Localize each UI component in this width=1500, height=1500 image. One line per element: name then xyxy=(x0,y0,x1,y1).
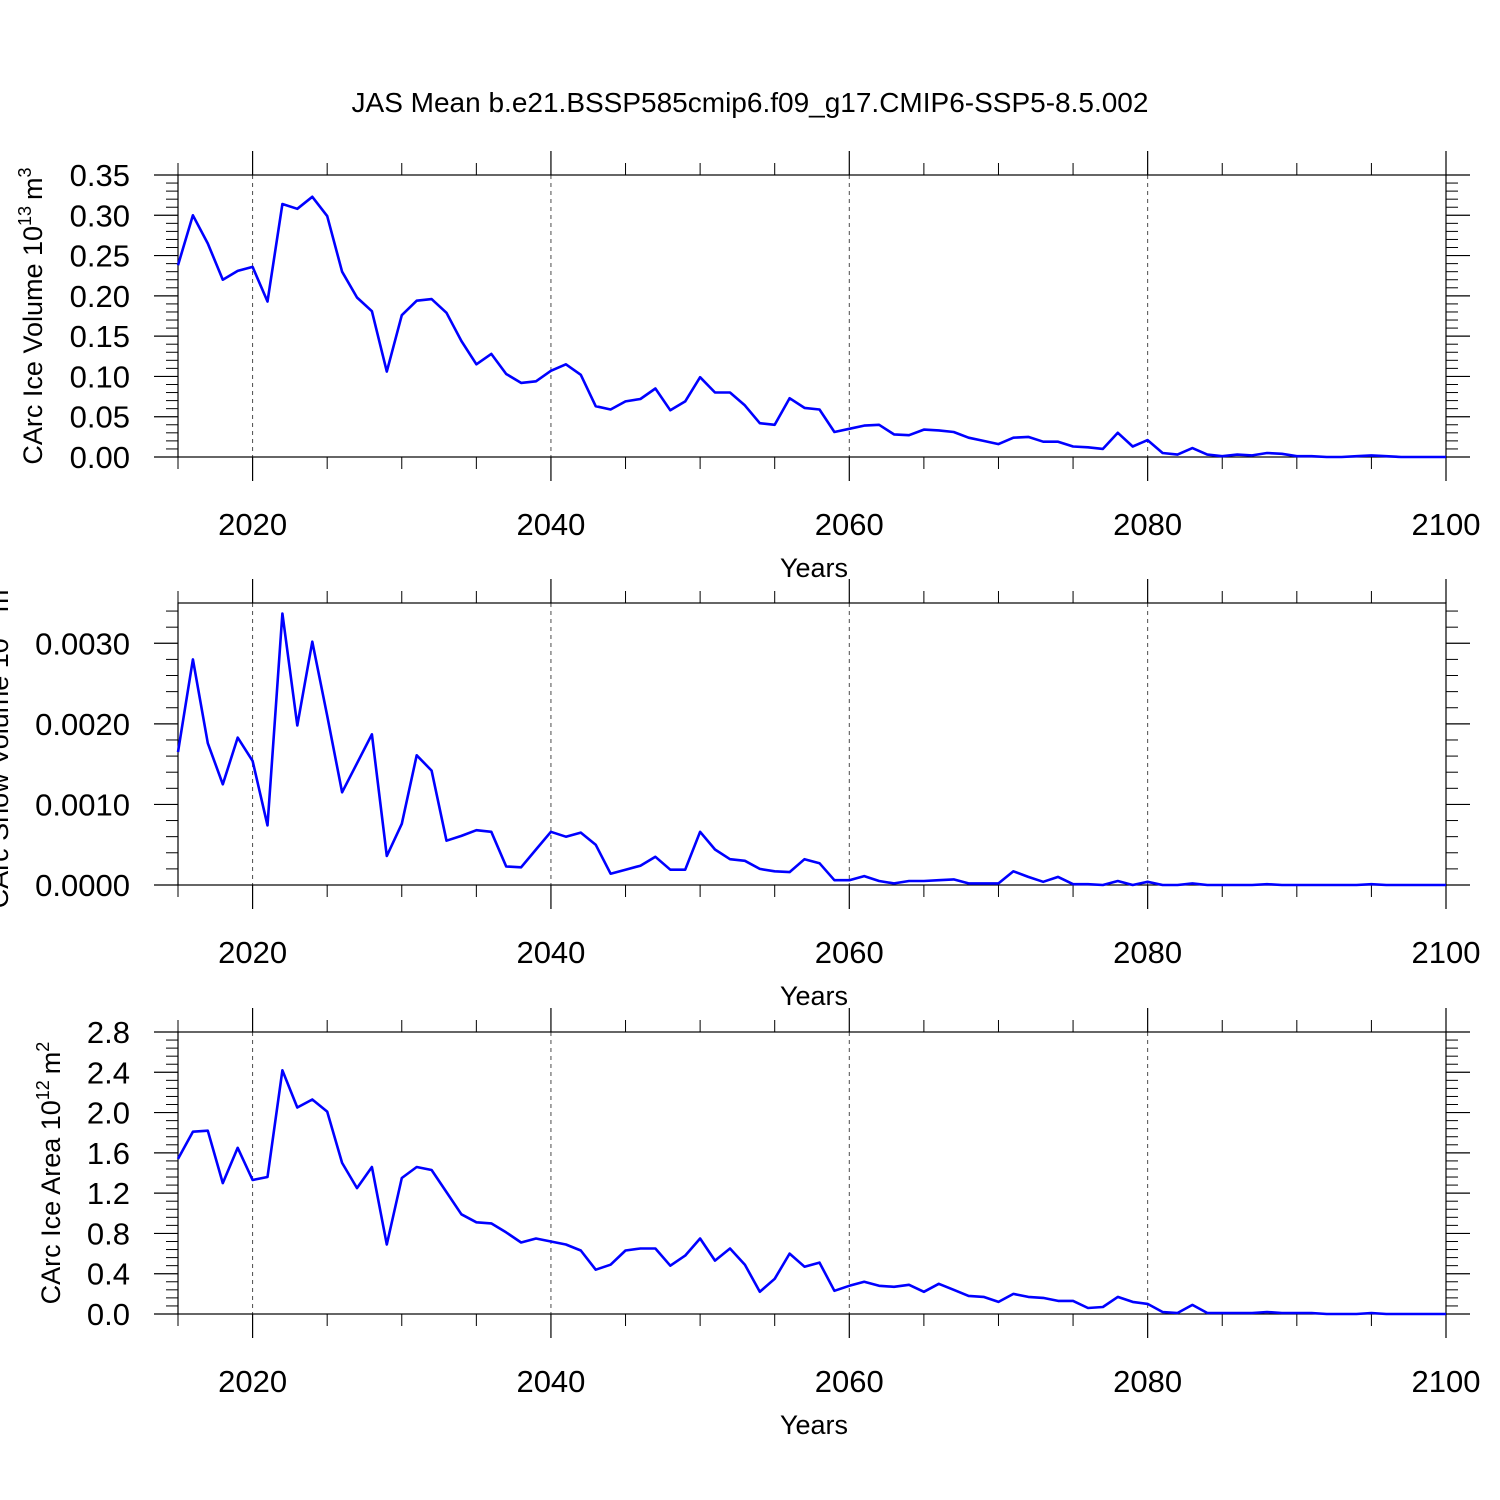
x-tick-label: 2080 xyxy=(1113,935,1182,970)
y-tick-label: 0.10 xyxy=(70,359,130,394)
x-tick-label: 2100 xyxy=(1412,935,1481,970)
y-tick-label: 1.6 xyxy=(87,1136,130,1171)
x-tick-label: 2040 xyxy=(516,935,585,970)
y-axis-label: CArc Ice Volume 1013 m3 xyxy=(15,167,48,464)
y-axis-label-unit-exponent: 2 xyxy=(33,1042,53,1052)
y-tick-label: 0.8 xyxy=(87,1216,130,1251)
y-axis-label-exponent: 12 xyxy=(33,1080,53,1100)
series-line xyxy=(176,195,1446,459)
x-axis-label: Years xyxy=(780,981,848,1011)
y-axis-label-unit: m xyxy=(36,1052,66,1075)
y-tick-label: 0.30 xyxy=(70,198,130,233)
y-axis-label-text: CArc Snow Volume 10 xyxy=(0,638,14,908)
y-tick-label: 0.0000 xyxy=(35,868,130,903)
y-axis-label-exponent: 13 xyxy=(0,618,1,638)
x-tick-label: 2080 xyxy=(1113,1364,1182,1399)
y-axis-label-unit-exponent: 3 xyxy=(15,167,35,177)
x-tick-label: 2020 xyxy=(218,935,287,970)
chart-panel-2: 2020 2040 2060 2080 2100 0.0000 0.0010 0.0020 0.… xyxy=(0,579,1480,1011)
x-tick-label: 2020 xyxy=(218,1364,287,1399)
y-axis-label: CArc Ice Area 1012 m2 xyxy=(33,1042,66,1305)
y-tick-label: 0.0020 xyxy=(35,707,130,742)
x-tick-label: 2060 xyxy=(815,1364,884,1399)
y-axis-label-unit: m xyxy=(0,590,14,613)
y-tick-label: 0.0 xyxy=(87,1297,130,1332)
chart-panel-3: 2020 2040 2060 2080 2100 0.0 0.4 0.8 1.2 1.6 2.0 2.… xyxy=(33,1008,1480,1440)
panels: 2020 2040 2060 2080 2100 0.00 0.05 0.10 0.15 0.20… xyxy=(0,151,1480,1440)
y-axis-label-text: CArc Ice Volume 10 xyxy=(18,226,48,465)
y-axis-label-text: CArc Ice Area 10 xyxy=(36,1100,66,1304)
y-tick-label: 0.15 xyxy=(70,319,130,354)
series-line xyxy=(176,612,1446,887)
y-tick-label: 0.25 xyxy=(70,239,130,274)
x-tick-label: 2040 xyxy=(516,1364,585,1399)
x-axis-label: Years xyxy=(780,1410,848,1440)
x-tick-label: 2080 xyxy=(1113,507,1182,542)
y-tick-label: 0.4 xyxy=(87,1257,130,1292)
y-tick-label: 0.0030 xyxy=(35,626,130,661)
x-tick-label: 2060 xyxy=(815,935,884,970)
y-tick-label: 0.0010 xyxy=(35,787,130,822)
y-tick-label: 2.4 xyxy=(87,1055,130,1090)
y-tick-label: 0.00 xyxy=(70,440,130,475)
x-tick-label: 2100 xyxy=(1412,507,1481,542)
y-tick-label: 2.0 xyxy=(87,1096,130,1131)
x-tick-label: 2040 xyxy=(516,507,585,542)
plot-frame xyxy=(177,174,1447,458)
y-tick-label: 0.05 xyxy=(70,400,130,435)
x-axis-label: Years xyxy=(780,553,848,583)
x-tick-label: 2060 xyxy=(815,507,884,542)
y-axis-label: CArc Snow Volume 1013 m3 xyxy=(0,580,14,909)
x-tick-label: 2020 xyxy=(218,507,287,542)
y-tick-label: 0.35 xyxy=(70,158,130,193)
chart-panel-1: 2020 2040 2060 2080 2100 0.00 0.05 0.10 0.15 0.20… xyxy=(15,151,1480,583)
y-axis-label-exponent: 13 xyxy=(15,206,35,226)
y-tick-label: 1.2 xyxy=(87,1176,130,1211)
figure-title: JAS Mean b.e21.BSSP585cmip6.f09_g17.CMIP… xyxy=(352,87,1149,118)
y-axis-label-unit: m xyxy=(18,177,48,200)
series-line xyxy=(176,1069,1446,1316)
y-tick-label: 2.8 xyxy=(87,1015,130,1050)
x-tick-label: 2100 xyxy=(1412,1364,1481,1399)
y-axis-label-unit-exponent: 3 xyxy=(0,580,1,590)
plot-frame xyxy=(177,1031,1447,1315)
y-tick-label: 0.20 xyxy=(70,279,130,314)
